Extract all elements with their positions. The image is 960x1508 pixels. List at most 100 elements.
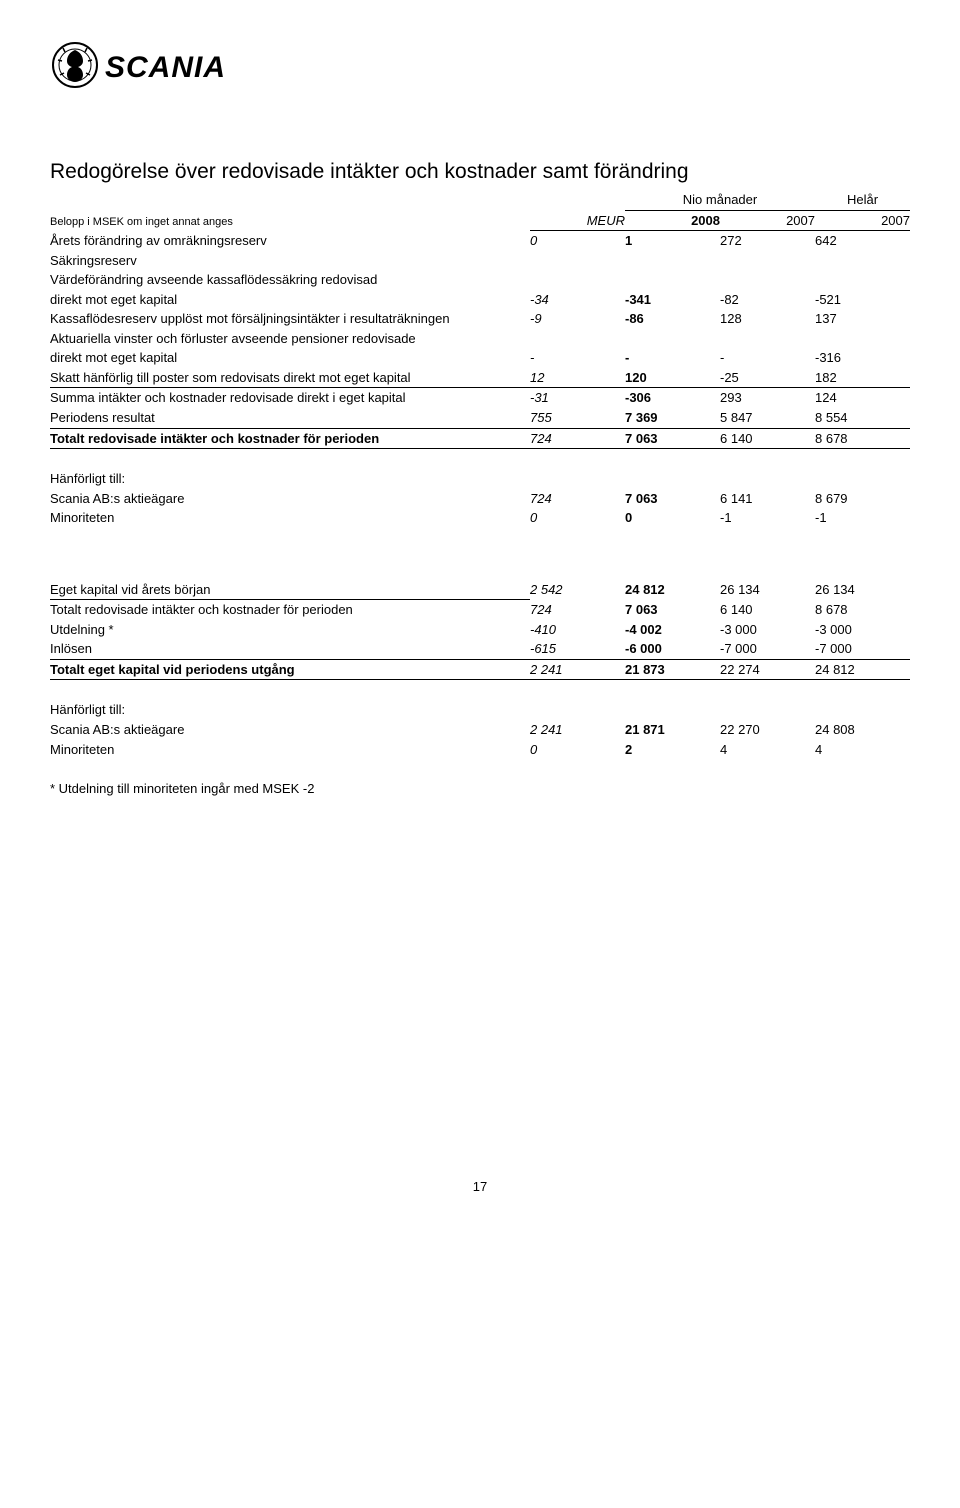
cell: 24 808 <box>815 720 910 740</box>
row-label: Hänförligt till: <box>50 700 530 720</box>
table-row: Kassaflödesreserv upplöst mot försäljnin… <box>50 309 910 329</box>
year-2007b: 2007 <box>815 210 910 231</box>
table-row: Summa intäkter och kostnader redovisade … <box>50 388 910 408</box>
cell: 6 141 <box>720 489 815 509</box>
row-label: Aktuariella vinster och förluster avseen… <box>50 329 530 349</box>
cell: -521 <box>815 290 910 310</box>
row-label: direkt mot eget kapital <box>50 290 530 310</box>
cell: 7 369 <box>625 408 720 428</box>
row-label: Minoriteten <box>50 740 530 760</box>
cell: 7 063 <box>625 428 720 449</box>
cell: 137 <box>815 309 910 329</box>
cell: -316 <box>815 348 910 368</box>
cell: 26 134 <box>815 580 910 600</box>
cell: -615 <box>530 639 625 659</box>
header-row-1: Nio månader Helår <box>50 190 910 210</box>
period-header: Nio månader <box>625 190 815 210</box>
cell: 124 <box>815 388 910 408</box>
row-label: Totalt redovisade intäkter och kostnader… <box>50 428 530 449</box>
year-2008: 2008 <box>625 210 720 231</box>
row-label: Minoriteten <box>50 508 530 528</box>
cell: 5 847 <box>720 408 815 428</box>
cell: -3 000 <box>720 620 815 640</box>
scania-logo: SCANIA <box>50 40 910 90</box>
cell: 0 <box>530 231 625 251</box>
cell: 8 679 <box>815 489 910 509</box>
cell: 26 134 <box>720 580 815 600</box>
cell: 8 554 <box>815 408 910 428</box>
amounts-note: Belopp i MSEK om inget annat anges <box>50 210 530 231</box>
table-row: Hänförligt till: <box>50 469 910 489</box>
cell: -341 <box>625 290 720 310</box>
cell: 22 274 <box>720 659 815 680</box>
cell: 8 678 <box>815 428 910 449</box>
spacer <box>50 449 910 470</box>
cell: 724 <box>530 428 625 449</box>
footnote-row: * Utdelning till minoriteten ingår med M… <box>50 779 910 799</box>
table-row: Aktuariella vinster och förluster avseen… <box>50 329 910 349</box>
cell: -410 <box>530 620 625 640</box>
helar-header: Helår <box>815 190 910 210</box>
cell: -9 <box>530 309 625 329</box>
table-row: Minoriteten 0 2 4 4 <box>50 740 910 760</box>
row-label: Inlösen <box>50 639 530 659</box>
row-label: Värdeförändring avseende kassaflödessäkr… <box>50 270 530 290</box>
row-label: Scania AB:s aktieägare <box>50 720 530 740</box>
svg-text:SCANIA: SCANIA <box>105 51 226 84</box>
cell: 272 <box>720 231 815 251</box>
cell: -82 <box>720 290 815 310</box>
cell: -1 <box>720 508 815 528</box>
spacer <box>50 759 910 779</box>
cell: 0 <box>530 740 625 760</box>
table-row: Hänförligt till: <box>50 700 910 720</box>
spacer <box>50 680 910 701</box>
row-label: direkt mot eget kapital <box>50 348 530 368</box>
table-row: Minoriteten 0 0 -1 -1 <box>50 508 910 528</box>
cell: 2 241 <box>530 659 625 680</box>
cell: 182 <box>815 368 910 388</box>
cell: 22 270 <box>720 720 815 740</box>
cell: 0 <box>625 508 720 528</box>
row-label: Säkringsreserv <box>50 251 530 271</box>
cell: - <box>720 348 815 368</box>
cell: -7 000 <box>815 639 910 659</box>
table-row: Scania AB:s aktieägare 724 7 063 6 141 8… <box>50 489 910 509</box>
cell: -7 000 <box>720 639 815 659</box>
cell: 4 <box>815 740 910 760</box>
cell: 755 <box>530 408 625 428</box>
table-row: Periodens resultat 755 7 369 5 847 8 554 <box>50 408 910 428</box>
cell: 21 871 <box>625 720 720 740</box>
cell: 2 <box>625 740 720 760</box>
cell: 2 542 <box>530 580 625 600</box>
cell: -1 <box>815 508 910 528</box>
cell: -3 000 <box>815 620 910 640</box>
table-row-total: Totalt redovisade intäkter och kostnader… <box>50 428 910 449</box>
cell: 2 241 <box>530 720 625 740</box>
cell: 1 <box>625 231 720 251</box>
table-row: Scania AB:s aktieägare 2 241 21 871 22 2… <box>50 720 910 740</box>
year-2007a: 2007 <box>720 210 815 231</box>
cell: - <box>625 348 720 368</box>
cell: 0 <box>530 508 625 528</box>
row-label: Hänförligt till: <box>50 469 530 489</box>
row-label: Scania AB:s aktieägare <box>50 489 530 509</box>
row-label: Summa intäkter och kostnader redovisade … <box>50 388 530 408</box>
cell: 120 <box>625 368 720 388</box>
header-row-2: Belopp i MSEK om inget annat anges MEUR … <box>50 210 910 231</box>
table-row: Värdeförändring avseende kassaflödessäkr… <box>50 270 910 290</box>
table-row: Årets förändring av omräkningsreserv 0 1… <box>50 231 910 251</box>
cell: -34 <box>530 290 625 310</box>
row-label: Periodens resultat <box>50 408 530 428</box>
cell: 6 140 <box>720 600 815 620</box>
table-row: Utdelning * -410 -4 002 -3 000 -3 000 <box>50 620 910 640</box>
cell: 128 <box>720 309 815 329</box>
cell: 642 <box>815 231 910 251</box>
table-row: Skatt hänförlig till poster som redovisa… <box>50 368 910 388</box>
row-label: Skatt hänförlig till poster som redovisa… <box>50 368 530 388</box>
cell: 7 063 <box>625 489 720 509</box>
financial-table: Nio månader Helår Belopp i MSEK om inget… <box>50 190 910 799</box>
spacer <box>50 528 910 580</box>
cell: -86 <box>625 309 720 329</box>
cell: 724 <box>530 600 625 620</box>
cell: 6 140 <box>720 428 815 449</box>
